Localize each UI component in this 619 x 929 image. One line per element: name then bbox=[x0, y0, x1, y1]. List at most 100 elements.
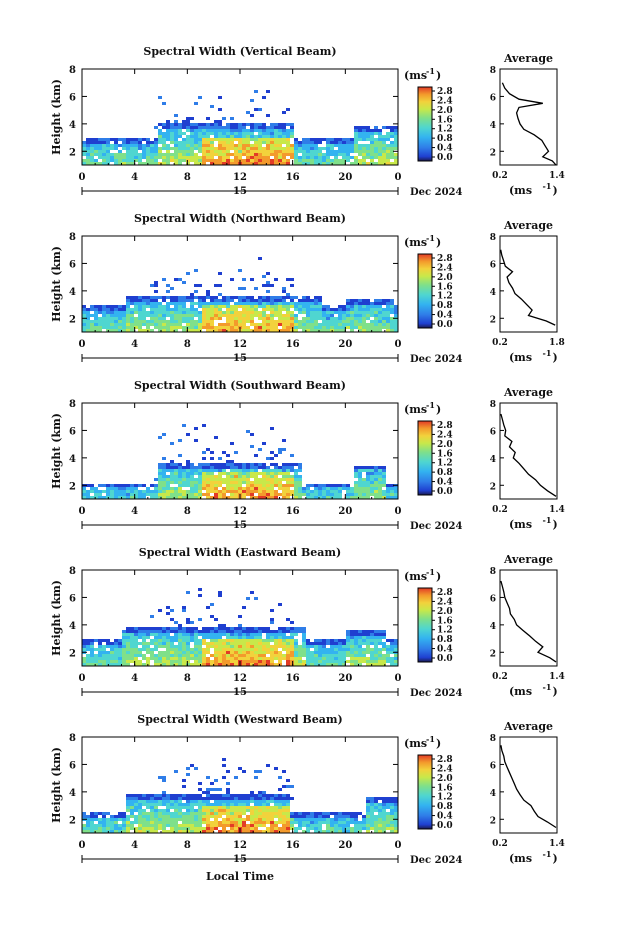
heatmap-cell bbox=[114, 311, 118, 314]
heatmap-cell bbox=[190, 150, 194, 153]
heatmap-cell bbox=[218, 153, 222, 156]
heatmap-cell bbox=[138, 827, 142, 830]
heatmap-cell bbox=[346, 821, 350, 824]
heatmap-cell bbox=[194, 147, 198, 150]
heatmap-cell bbox=[386, 329, 390, 332]
heatmap-cell bbox=[294, 320, 298, 323]
heatmap-cell bbox=[142, 320, 146, 323]
heatmap-cell bbox=[130, 329, 134, 332]
heatmap-cell bbox=[90, 818, 94, 821]
average-unit-end: ) bbox=[553, 351, 558, 364]
heatmap-cell bbox=[134, 806, 138, 809]
heatmap-cell bbox=[382, 803, 386, 806]
heatmap-cell bbox=[254, 597, 258, 600]
heatmap-cell bbox=[86, 311, 90, 314]
average-unit-end: ) bbox=[553, 852, 558, 865]
heatmap-cell bbox=[250, 147, 254, 150]
heatmap-cell bbox=[394, 812, 398, 815]
heatmap-cell bbox=[194, 797, 198, 800]
heatmap-cell bbox=[238, 478, 242, 481]
heatmap-cell bbox=[214, 153, 218, 156]
heatmap-cell bbox=[258, 821, 262, 824]
heatmap-cell bbox=[358, 472, 362, 475]
heatmap-cell bbox=[310, 326, 314, 329]
heatmap-cell bbox=[310, 827, 314, 830]
heatmap-cell bbox=[166, 645, 170, 648]
heatmap-cell bbox=[126, 323, 130, 326]
heatmap-cell bbox=[122, 317, 126, 320]
heatmap-cell bbox=[302, 630, 306, 633]
heatmap-cell bbox=[306, 496, 310, 499]
heatmap-cell bbox=[206, 484, 210, 487]
heatmap-cell bbox=[382, 320, 386, 323]
heatmap-cell bbox=[234, 654, 238, 657]
heatmap-cell bbox=[158, 302, 162, 305]
heatmap-cell bbox=[250, 657, 254, 660]
heatmap-cell bbox=[374, 657, 378, 660]
heatmap-cell bbox=[90, 159, 94, 162]
heatmap-cell bbox=[218, 120, 222, 123]
colorbar-tick-label: 0.8 bbox=[437, 301, 453, 311]
heatmap-cell bbox=[354, 827, 358, 830]
heatmap-cell bbox=[334, 821, 338, 824]
heatmap-cell bbox=[162, 493, 166, 496]
heatmap-cell bbox=[162, 305, 166, 308]
heatmap-cell bbox=[190, 657, 194, 660]
heatmap-cell bbox=[98, 648, 102, 651]
heatmap-cell bbox=[154, 824, 158, 827]
heatmap-cell bbox=[82, 827, 86, 830]
heatmap-cell bbox=[286, 466, 290, 469]
heatmap-cell bbox=[346, 818, 350, 821]
heatmap-cell bbox=[270, 162, 274, 165]
heatmap-cell bbox=[354, 305, 358, 308]
date-label: Dec 2024 bbox=[410, 354, 462, 365]
heatmap-cell bbox=[354, 317, 358, 320]
heatmap-cell bbox=[354, 308, 358, 311]
heatmap-cell bbox=[226, 126, 230, 129]
heatmap-cell bbox=[110, 824, 114, 827]
heatmap-cell bbox=[198, 818, 202, 821]
x-tick-label: 0 bbox=[395, 506, 402, 517]
heatmap-cell bbox=[186, 657, 190, 660]
heatmap-cell bbox=[354, 162, 358, 165]
heatmap-cell bbox=[150, 144, 154, 147]
heatmap-cell bbox=[294, 493, 298, 496]
date-label: Dec 2024 bbox=[410, 855, 462, 866]
heatmap-cell bbox=[354, 466, 358, 469]
heatmap-cell bbox=[234, 648, 238, 651]
heatmap-cell bbox=[282, 785, 286, 788]
heatmap-cell bbox=[166, 147, 170, 150]
heatmap-cell bbox=[98, 320, 102, 323]
heatmap-cell bbox=[370, 308, 374, 311]
heatmap-cell bbox=[198, 317, 202, 320]
heatmap-cell bbox=[294, 496, 298, 499]
heatmap-cell bbox=[294, 302, 298, 305]
heatmap-cell bbox=[274, 803, 278, 806]
heatmap-cell bbox=[294, 162, 298, 165]
heatmap-cell bbox=[354, 311, 358, 314]
heatmap-cell bbox=[230, 326, 234, 329]
heatmap-cell bbox=[242, 305, 246, 308]
heatmap-cell bbox=[162, 141, 166, 144]
heatmap-cell bbox=[258, 317, 262, 320]
heatmap-cell bbox=[186, 490, 190, 493]
heatmap-cell bbox=[174, 636, 178, 639]
heatmap-cell bbox=[302, 147, 306, 150]
heatmap-cell bbox=[338, 645, 342, 648]
heatmap-cell bbox=[162, 457, 166, 460]
heatmap-cell bbox=[230, 490, 234, 493]
heatmap-cell bbox=[322, 830, 326, 833]
heatmap-cell bbox=[298, 815, 302, 818]
heatmap-cell bbox=[218, 797, 222, 800]
heatmap-cell bbox=[190, 320, 194, 323]
heatmap-cell bbox=[226, 323, 230, 326]
heatmap-cell bbox=[218, 788, 222, 791]
x-tick-label: 16 bbox=[286, 506, 300, 517]
heatmap-cell bbox=[154, 657, 158, 660]
heatmap-cell bbox=[238, 469, 242, 472]
heatmap-cell bbox=[186, 642, 190, 645]
heatmap-cell bbox=[142, 827, 146, 830]
heatmap-cell bbox=[290, 627, 294, 630]
heatmap-cell bbox=[174, 278, 178, 281]
heatmap-cell bbox=[382, 317, 386, 320]
